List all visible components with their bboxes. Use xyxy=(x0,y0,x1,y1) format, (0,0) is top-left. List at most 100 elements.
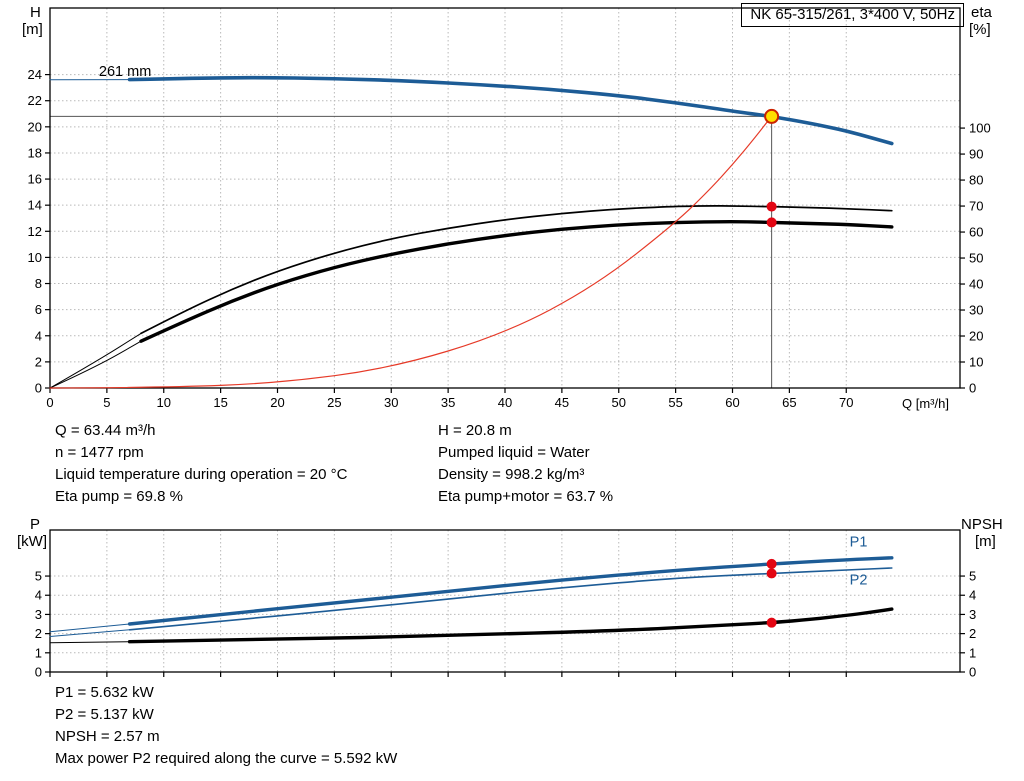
y-right-tick-label: 10 xyxy=(969,355,983,370)
info-line-liquid: Pumped liquid = Water xyxy=(438,444,590,461)
duty-point xyxy=(764,108,780,124)
y-right-tick-label: 5 xyxy=(969,569,976,584)
x-tick-label: 0 xyxy=(46,395,53,410)
curve-npsh xyxy=(127,607,894,644)
y-left-tick-label: 5 xyxy=(35,569,42,584)
curve-p1-label: P1 xyxy=(850,534,868,550)
p-axis-unit: [kW] xyxy=(17,533,47,550)
info-line-eta: Eta pump = 69.8 % xyxy=(55,488,183,505)
y-right-tick-label: 0 xyxy=(969,665,976,680)
p1-dot xyxy=(766,558,777,569)
duty-info-left: Q = 63.44 m³/h n = 1477 rpm Liquid tempe… xyxy=(55,420,347,508)
y-left-tick-label: 4 xyxy=(35,588,42,603)
y-right-tick-label: 40 xyxy=(969,277,983,292)
y-left-tick-label: 18 xyxy=(28,145,42,160)
y-right-tick-label: 70 xyxy=(969,199,983,214)
x-tick-label: 40 xyxy=(498,395,512,410)
x-tick-label: 25 xyxy=(327,395,341,410)
curve-system-curve xyxy=(49,115,773,389)
y-left-tick-label: 12 xyxy=(28,224,42,239)
y-left-tick-label: 10 xyxy=(28,250,42,265)
x-tick-label: 10 xyxy=(157,395,171,410)
x-tick-label: 70 xyxy=(839,395,853,410)
curve-p1-thin xyxy=(49,623,131,633)
info-line-npsh: NPSH = 2.57 m xyxy=(55,728,160,745)
curve-npsh-thin xyxy=(49,641,131,644)
y-left-tick-label: 2 xyxy=(35,626,42,641)
y-left-tick-label: 4 xyxy=(35,328,42,343)
h-axis-label: H xyxy=(30,4,41,21)
x-tick-label: 45 xyxy=(555,395,569,410)
y-right-tick-label: 100 xyxy=(969,121,991,136)
y-right-tick-label: 4 xyxy=(969,588,976,603)
x-tick-label: 15 xyxy=(213,395,227,410)
y-right-tick-label: 80 xyxy=(969,173,983,188)
p2-dot xyxy=(766,568,777,579)
duty-info-right: H = 20.8 m Pumped liquid = Water Density… xyxy=(438,420,613,508)
eta-axis-unit: [%] xyxy=(969,21,991,38)
eta-pump-dot xyxy=(766,201,777,212)
npsh-dot xyxy=(766,617,777,628)
x-tick-label: 20 xyxy=(270,395,284,410)
info-line-p2: P2 = 5.137 kW xyxy=(55,706,154,723)
y-right-tick-label: 50 xyxy=(969,251,983,266)
info-line-p1: P1 = 5.632 kW xyxy=(55,684,154,701)
y-left-tick-label: 22 xyxy=(28,93,42,108)
info-line-n: n = 1477 rpm xyxy=(55,444,144,461)
y-left-tick-label: 1 xyxy=(35,645,42,660)
y-left-tick-label: 3 xyxy=(35,607,42,622)
curve-261-mm-label: 261 mm xyxy=(99,64,151,80)
y-left-tick-label: 16 xyxy=(28,172,42,187)
x-tick-label: 50 xyxy=(612,395,626,410)
pump-title-box: NK 65-315/261, 3*400 V, 50Hz xyxy=(741,3,964,27)
x-axis-title: Q [m³/h] xyxy=(902,396,949,411)
p-axis-label: P xyxy=(30,516,41,533)
qh-eta-chart: 0 5 10 15 20 25 30 35 40 45 50 55 60 65 70024681012141… xyxy=(28,7,991,411)
curve-eta-pump xyxy=(140,205,893,335)
x-tick-label: 55 xyxy=(668,395,682,410)
y-left-tick-label: 14 xyxy=(28,198,42,213)
y-left-tick-label: 2 xyxy=(35,354,42,369)
curve-eta-pump-motor-thin xyxy=(49,340,142,389)
y-left-tick-label: 0 xyxy=(35,665,42,680)
y-right-tick-label: 1 xyxy=(969,645,976,660)
y-left-tick-label: 8 xyxy=(35,276,42,291)
info-line-eta-total: Eta pump+motor = 63.7 % xyxy=(438,488,614,505)
y-right-tick-label: 3 xyxy=(969,607,976,622)
y-left-tick-label: 24 xyxy=(28,67,42,82)
info-line-h: H = 20.8 m xyxy=(438,422,512,439)
x-tick-label: 30 xyxy=(384,395,398,410)
y-left-tick-label: 6 xyxy=(35,302,42,317)
y-right-tick-label: 0 xyxy=(969,381,976,396)
curve-p2-thin xyxy=(49,629,131,637)
info-line-density: Density = 998.2 kg/m³ xyxy=(438,466,585,483)
info-line-temp: Liquid temperature during operation = 20… xyxy=(55,466,348,483)
y-left-tick-label: 0 xyxy=(35,381,42,396)
h-axis-unit: [m] xyxy=(22,21,43,38)
info-line-maxpower: Max power P2 required along the curve = … xyxy=(55,750,398,767)
x-tick-label: 5 xyxy=(103,395,110,410)
x-tick-label: 60 xyxy=(725,395,739,410)
curve-261-mm xyxy=(127,75,894,146)
y-right-tick-label: 2 xyxy=(969,626,976,641)
x-tick-label: 35 xyxy=(441,395,455,410)
curve-p1 xyxy=(127,556,894,626)
curve-eta-pump-motor xyxy=(139,219,894,343)
curve-eta-pump-thin xyxy=(49,332,142,389)
y-right-tick-label: 90 xyxy=(969,147,983,162)
npsh-axis-unit: [m] xyxy=(975,533,996,550)
y-left-tick-label: 20 xyxy=(28,119,42,134)
curve-p2 xyxy=(128,567,893,631)
eta-axis-label: eta xyxy=(971,4,992,21)
npsh-axis-label: NPSH xyxy=(961,516,1003,533)
curve-p2-label: P2 xyxy=(850,573,868,589)
y-right-tick-label: 30 xyxy=(969,303,983,318)
power-npsh-chart: 0 1 2 3 4 5 0 1 2 3 4 5 P1 P2 xyxy=(35,529,976,680)
info-line-q: Q = 63.44 m³/h xyxy=(55,422,156,439)
eta-pump-motor-dot xyxy=(766,217,777,228)
x-tick-label: 65 xyxy=(782,395,796,410)
y-right-tick-label: 20 xyxy=(969,329,983,344)
y-right-tick-label: 60 xyxy=(969,225,983,240)
power-info: P1 = 5.632 kW P2 = 5.137 kW NPSH = 2.57 … xyxy=(55,682,397,770)
